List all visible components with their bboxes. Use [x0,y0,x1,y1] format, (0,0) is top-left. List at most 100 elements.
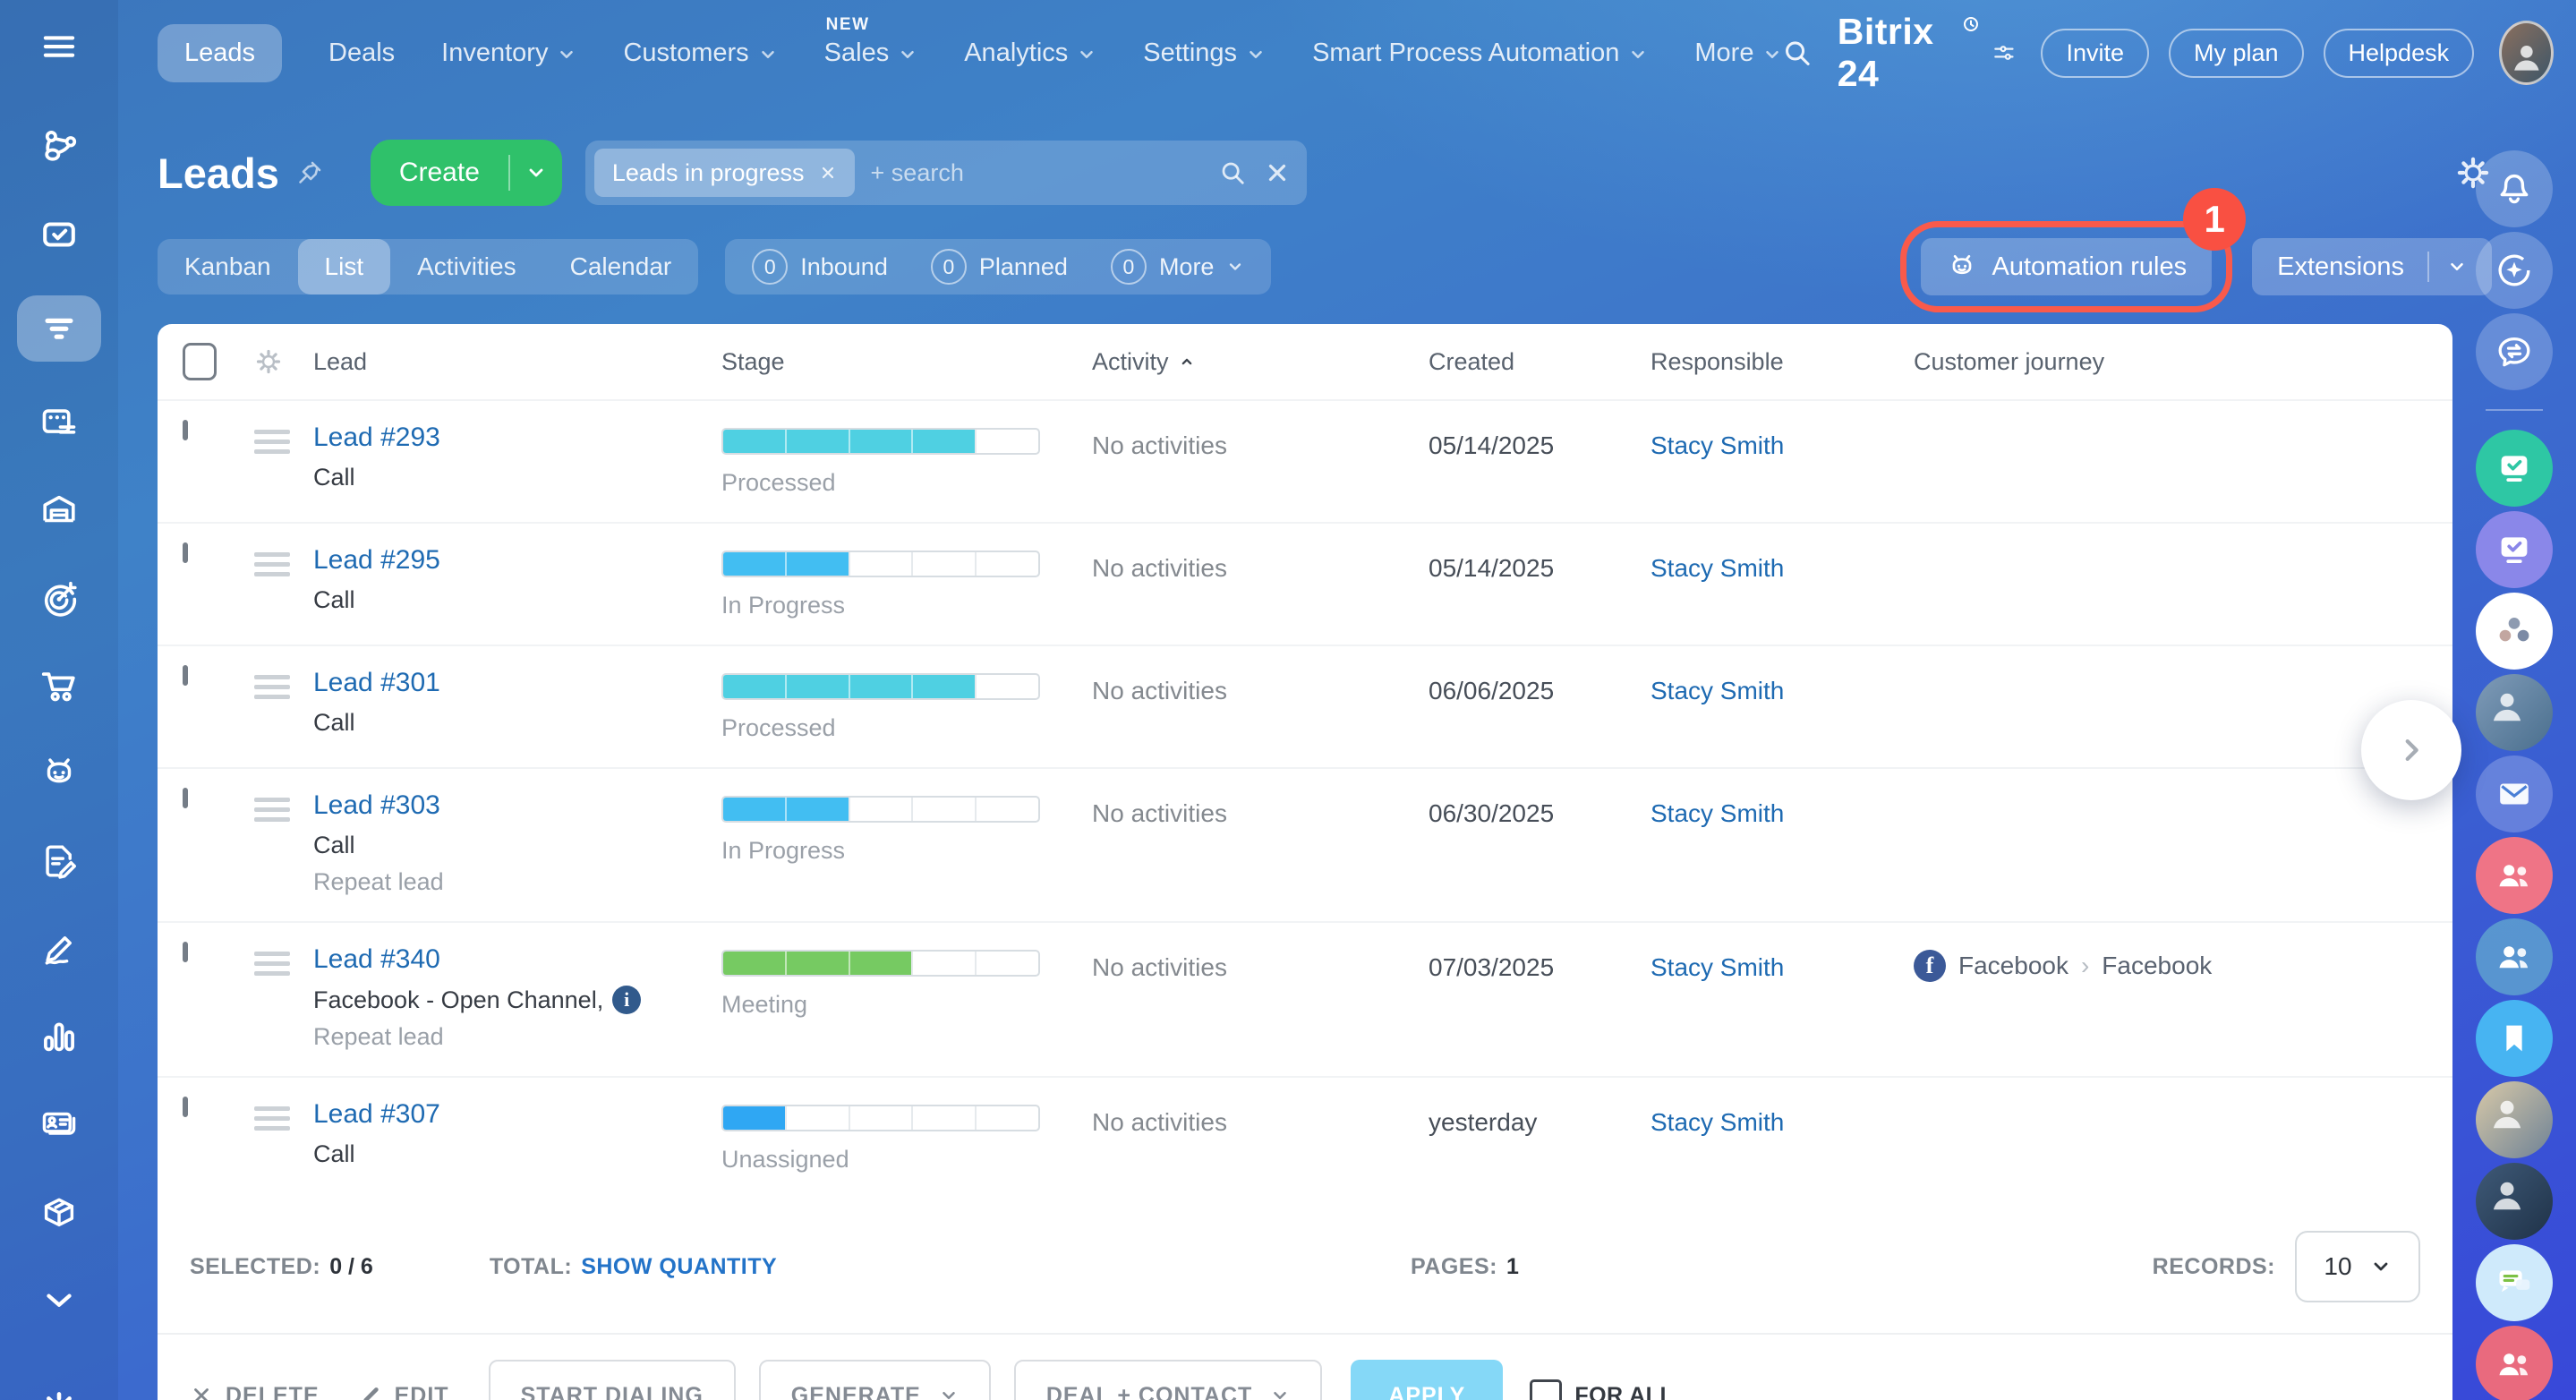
select-all-checkbox[interactable] [183,343,217,380]
lead-link[interactable]: Lead #307 [313,1099,440,1129]
sidebar-item-sign-pen[interactable] [17,922,101,976]
nav-item-sales[interactable]: NEW Sales [824,15,918,68]
people-badge-red-2[interactable] [2476,1326,2553,1400]
sidebar-item-cart[interactable] [17,659,101,713]
messenger[interactable] [2476,313,2553,390]
counter-inbound[interactable]: 0 Inbound [730,249,909,285]
group-chat-avatars[interactable] [2476,593,2553,670]
drag-handle-icon[interactable] [254,1106,313,1131]
bitrix24-logo[interactable]: Bitrix 24 [1838,11,2017,95]
sidebar-item-warehouse[interactable] [17,483,101,537]
nav-item-smart-process-automation[interactable]: Smart Process Automation [1312,38,1648,68]
column-header-journey[interactable]: Customer journey [1914,347,2105,375]
user-avatar[interactable] [2499,21,2554,85]
slide-panel-button[interactable] [2361,700,2461,800]
mail-envelope[interactable] [2476,755,2553,832]
deal-contact-button[interactable]: DEAL + CONTACT [1013,1360,1323,1400]
drag-handle-icon[interactable] [254,798,313,822]
topbar-pill-invite[interactable]: Invite [2041,28,2149,78]
people-badge-red[interactable] [2476,837,2553,914]
user-avatar-3[interactable] [2476,1163,2553,1240]
topbar-pill-helpdesk[interactable]: Helpdesk [2323,28,2475,78]
responsible-link[interactable]: Stacy Smith [1651,431,1785,459]
user-avatar-1[interactable] [2476,674,2553,751]
nav-item-deals[interactable]: Deals [328,38,395,68]
drag-handle-icon[interactable] [254,430,313,454]
records-per-page-select[interactable]: 10 [2295,1231,2420,1302]
sidebar-item-document-edit[interactable] [17,834,101,888]
drag-handle-icon[interactable] [254,952,313,976]
chevron-down-icon[interactable] [2447,257,2467,277]
automation-rules-button[interactable]: Automation rules [1920,238,2213,295]
responsible-link[interactable]: Stacy Smith [1651,554,1785,582]
row-checkbox[interactable] [183,542,188,563]
sidebar-item-contact-card[interactable] [17,1097,101,1151]
nav-item-customers[interactable]: Customers [623,38,777,68]
responsible-link[interactable]: Stacy Smith [1651,1108,1785,1136]
column-header-lead[interactable]: Lead [313,347,368,375]
close-icon[interactable] [819,164,837,182]
sidebar-item-calendar[interactable] [17,396,101,449]
tab-calendar[interactable]: Calendar [569,252,672,280]
sidebar-item-chevron-down[interactable] [17,1273,101,1327]
sidebar-item-network[interactable] [17,120,101,174]
column-header-responsible[interactable]: Responsible [1651,347,1784,375]
drag-handle-icon[interactable] [254,675,313,699]
lead-link[interactable]: Lead #303 [313,790,440,820]
clear-search-icon[interactable] [1264,159,1291,186]
lead-link[interactable]: Lead #293 [313,423,440,452]
edit-button[interactable]: EDIT [359,1383,449,1400]
pin-icon[interactable] [295,158,324,187]
user-avatar-2[interactable] [2476,1081,2553,1158]
bookmark-badge[interactable] [2476,1000,2553,1077]
lead-link[interactable]: Lead #295 [313,545,440,575]
tab-activities[interactable]: Activities [417,252,516,280]
show-quantity-link[interactable]: SHOW QUANTITY [581,1253,778,1279]
search-icon[interactable] [1219,159,1246,186]
counter-planned[interactable]: 0 Planned [909,249,1089,285]
delete-button[interactable]: DELETE [190,1383,320,1400]
sidebar-item-tasks[interactable] [17,208,101,261]
view-settings-gear-icon[interactable] [2454,154,2492,192]
nav-item-settings[interactable]: Settings [1143,38,1266,68]
create-dropdown[interactable] [510,162,562,184]
columns-gear-icon[interactable] [254,347,283,376]
sidebar-item-bar-chart[interactable] [17,1010,101,1063]
create-button[interactable]: Create [370,140,562,206]
lead-link[interactable]: Lead #301 [313,668,440,697]
for-all-checkbox[interactable]: FOR ALL [1530,1379,1674,1400]
nav-item-leads[interactable]: Leads [158,23,283,82]
tab-list[interactable]: List [297,239,391,295]
sidebar-item-crm-funnel[interactable] [17,295,101,362]
filter-search-box[interactable]: Leads in progress + search [584,141,1307,205]
row-checkbox[interactable] [183,1097,188,1117]
filter-chip[interactable]: Leads in progress [593,149,855,197]
notifications-bell[interactable] [2476,150,2553,227]
chat-bubbles[interactable] [2476,1244,2553,1321]
row-checkbox[interactable] [183,788,188,808]
nav-item-more[interactable]: More [1694,38,1782,68]
nav-item-inventory[interactable]: Inventory [441,38,576,68]
tasks-inbox-green[interactable] [2476,430,2553,507]
sidebar-item-gear[interactable] [17,1382,101,1400]
search-icon[interactable] [1782,35,1812,71]
row-checkbox[interactable] [183,942,188,962]
column-header-activity[interactable]: Activity [1092,348,1429,376]
generate-button[interactable]: GENERATE [758,1360,991,1400]
sidebar-item-ai-robot[interactable] [17,747,101,800]
info-icon[interactable]: i [612,986,642,1014]
sidebar-item-marketing-target[interactable] [17,571,101,625]
extensions-button[interactable]: Extensions [2252,238,2492,295]
counter-more[interactable]: 0 More [1089,249,1267,285]
column-header-created[interactable]: Created [1429,347,1515,375]
responsible-link[interactable]: Stacy Smith [1651,953,1785,981]
checkbox[interactable] [1530,1379,1563,1400]
copilot[interactable] [2476,232,2553,309]
apply-button[interactable]: APPLY [1351,1360,1504,1400]
lead-link[interactable]: Lead #340 [313,944,440,974]
menu-icon[interactable] [36,27,82,66]
sliders-icon[interactable] [1992,38,2017,68]
topbar-pill-my-plan[interactable]: My plan [2168,28,2304,78]
tasks-inbox-purple[interactable] [2476,511,2553,588]
responsible-link[interactable]: Stacy Smith [1651,677,1785,704]
